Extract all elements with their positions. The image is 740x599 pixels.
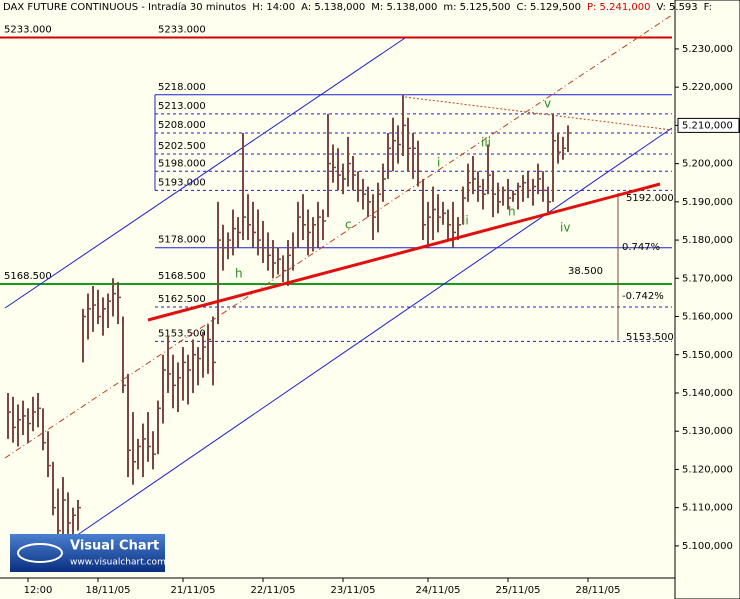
channel-upper: [4, 37, 406, 309]
logo: Visual Chart www.visualchart.com: [10, 534, 166, 572]
x-tick-label: 12:00: [24, 585, 53, 596]
annotation: 38.500: [568, 266, 603, 277]
header-item: M: 5.138,000: [371, 2, 437, 13]
y-axis-panel: [674, 0, 740, 599]
y-tick-label: 5.150,000: [682, 350, 733, 361]
level-label: 5233.000: [4, 24, 52, 35]
x-tick-label: 24/11/05: [416, 585, 461, 596]
y-tick-label: 5.110,000: [682, 503, 733, 514]
last-price-label: 5.210,000: [682, 120, 733, 131]
x-tick-label: 22/11/05: [251, 585, 296, 596]
channel-mid: [4, 14, 673, 459]
header-item: A: 5.138,000: [301, 2, 365, 13]
header-item: F:: [704, 2, 712, 13]
y-tick-label: 5.190,000: [682, 197, 733, 208]
channel-lower: [69, 127, 673, 541]
x-tick-label: 18/11/05: [86, 585, 131, 596]
header-item: V: 5.593: [656, 2, 697, 13]
x-tick-label: 23/11/05: [331, 585, 376, 596]
annotation: 0.747%: [622, 242, 660, 253]
y-tick-label: 5.230,000: [682, 44, 733, 55]
bars: [7, 94, 571, 546]
header-item: H: 14:00: [252, 2, 295, 13]
level-label: 5208.000: [158, 120, 206, 131]
wave-labels: v iii i ii c h h iv: [235, 97, 570, 281]
wave-label: h: [235, 267, 243, 281]
y-tick-label: 5.130,000: [682, 426, 733, 437]
wave-label: v: [544, 97, 551, 111]
logo-title: Visual Chart: [70, 539, 159, 554]
level-label: 5233.000: [158, 24, 206, 35]
level-label: 5153.500: [158, 328, 206, 339]
y-tick-label: 5.200,000: [682, 159, 733, 170]
y-tick-label: 5.170,000: [682, 273, 733, 284]
wave-label: c: [345, 218, 352, 232]
wave-label: ii: [462, 214, 469, 228]
y-tick-label: 5.220,000: [682, 82, 733, 93]
annotations: 5192.000 0.747% -0.742% 38.500 5153.500: [568, 193, 674, 343]
wave-label: h: [508, 205, 516, 219]
x-tick-label: 25/11/05: [496, 585, 541, 596]
y-tick-label: 5.140,000: [682, 388, 733, 399]
header-item: P: 5.241,000: [587, 2, 650, 13]
level-label: 5193.000: [158, 177, 206, 188]
level-label: 5178.000: [158, 235, 206, 246]
header-item: C: 5.129,500: [517, 2, 581, 13]
annotation: 5153.500: [626, 332, 674, 343]
y-tick-label: 5.100,000: [682, 541, 733, 552]
level-label: 5168.500: [4, 271, 52, 282]
wave-label: iii: [481, 136, 491, 150]
logo-url: www.visualchart.com: [70, 558, 166, 568]
wave-label: i: [437, 156, 440, 170]
x-tick-label: 21/11/05: [171, 585, 216, 596]
wave-label: iv: [560, 221, 570, 235]
y-tick-label: 5.160,000: [682, 312, 733, 323]
y-tick-label: 5.120,000: [682, 464, 733, 475]
level-label: 5218.000: [158, 82, 206, 93]
level-label: 5198.000: [158, 158, 206, 169]
logo-box: [10, 534, 165, 572]
annotation: 5192.000: [626, 193, 674, 204]
level-label: 5162.500: [158, 294, 206, 305]
header: DAX FUTURE CONTINUOUS - Intradía 30 minu…: [3, 1, 712, 13]
y-tick-label: 5.180,000: [682, 235, 733, 246]
level-label: 5213.000: [158, 101, 206, 112]
level-label: 5168.500: [158, 271, 206, 282]
header-item: DAX FUTURE CONTINUOUS - Intradía 30 minu…: [3, 1, 246, 13]
level-label: 5202.500: [158, 141, 206, 152]
header-item: m: 5.125,500: [443, 2, 510, 13]
logo-icon: [17, 543, 63, 563]
support-line: [147, 182, 661, 322]
last-price-box: [677, 117, 740, 133]
annotation: -0.742%: [622, 291, 664, 302]
x-tick-label: 28/11/05: [576, 585, 621, 596]
resistance-line: [404, 96, 673, 131]
